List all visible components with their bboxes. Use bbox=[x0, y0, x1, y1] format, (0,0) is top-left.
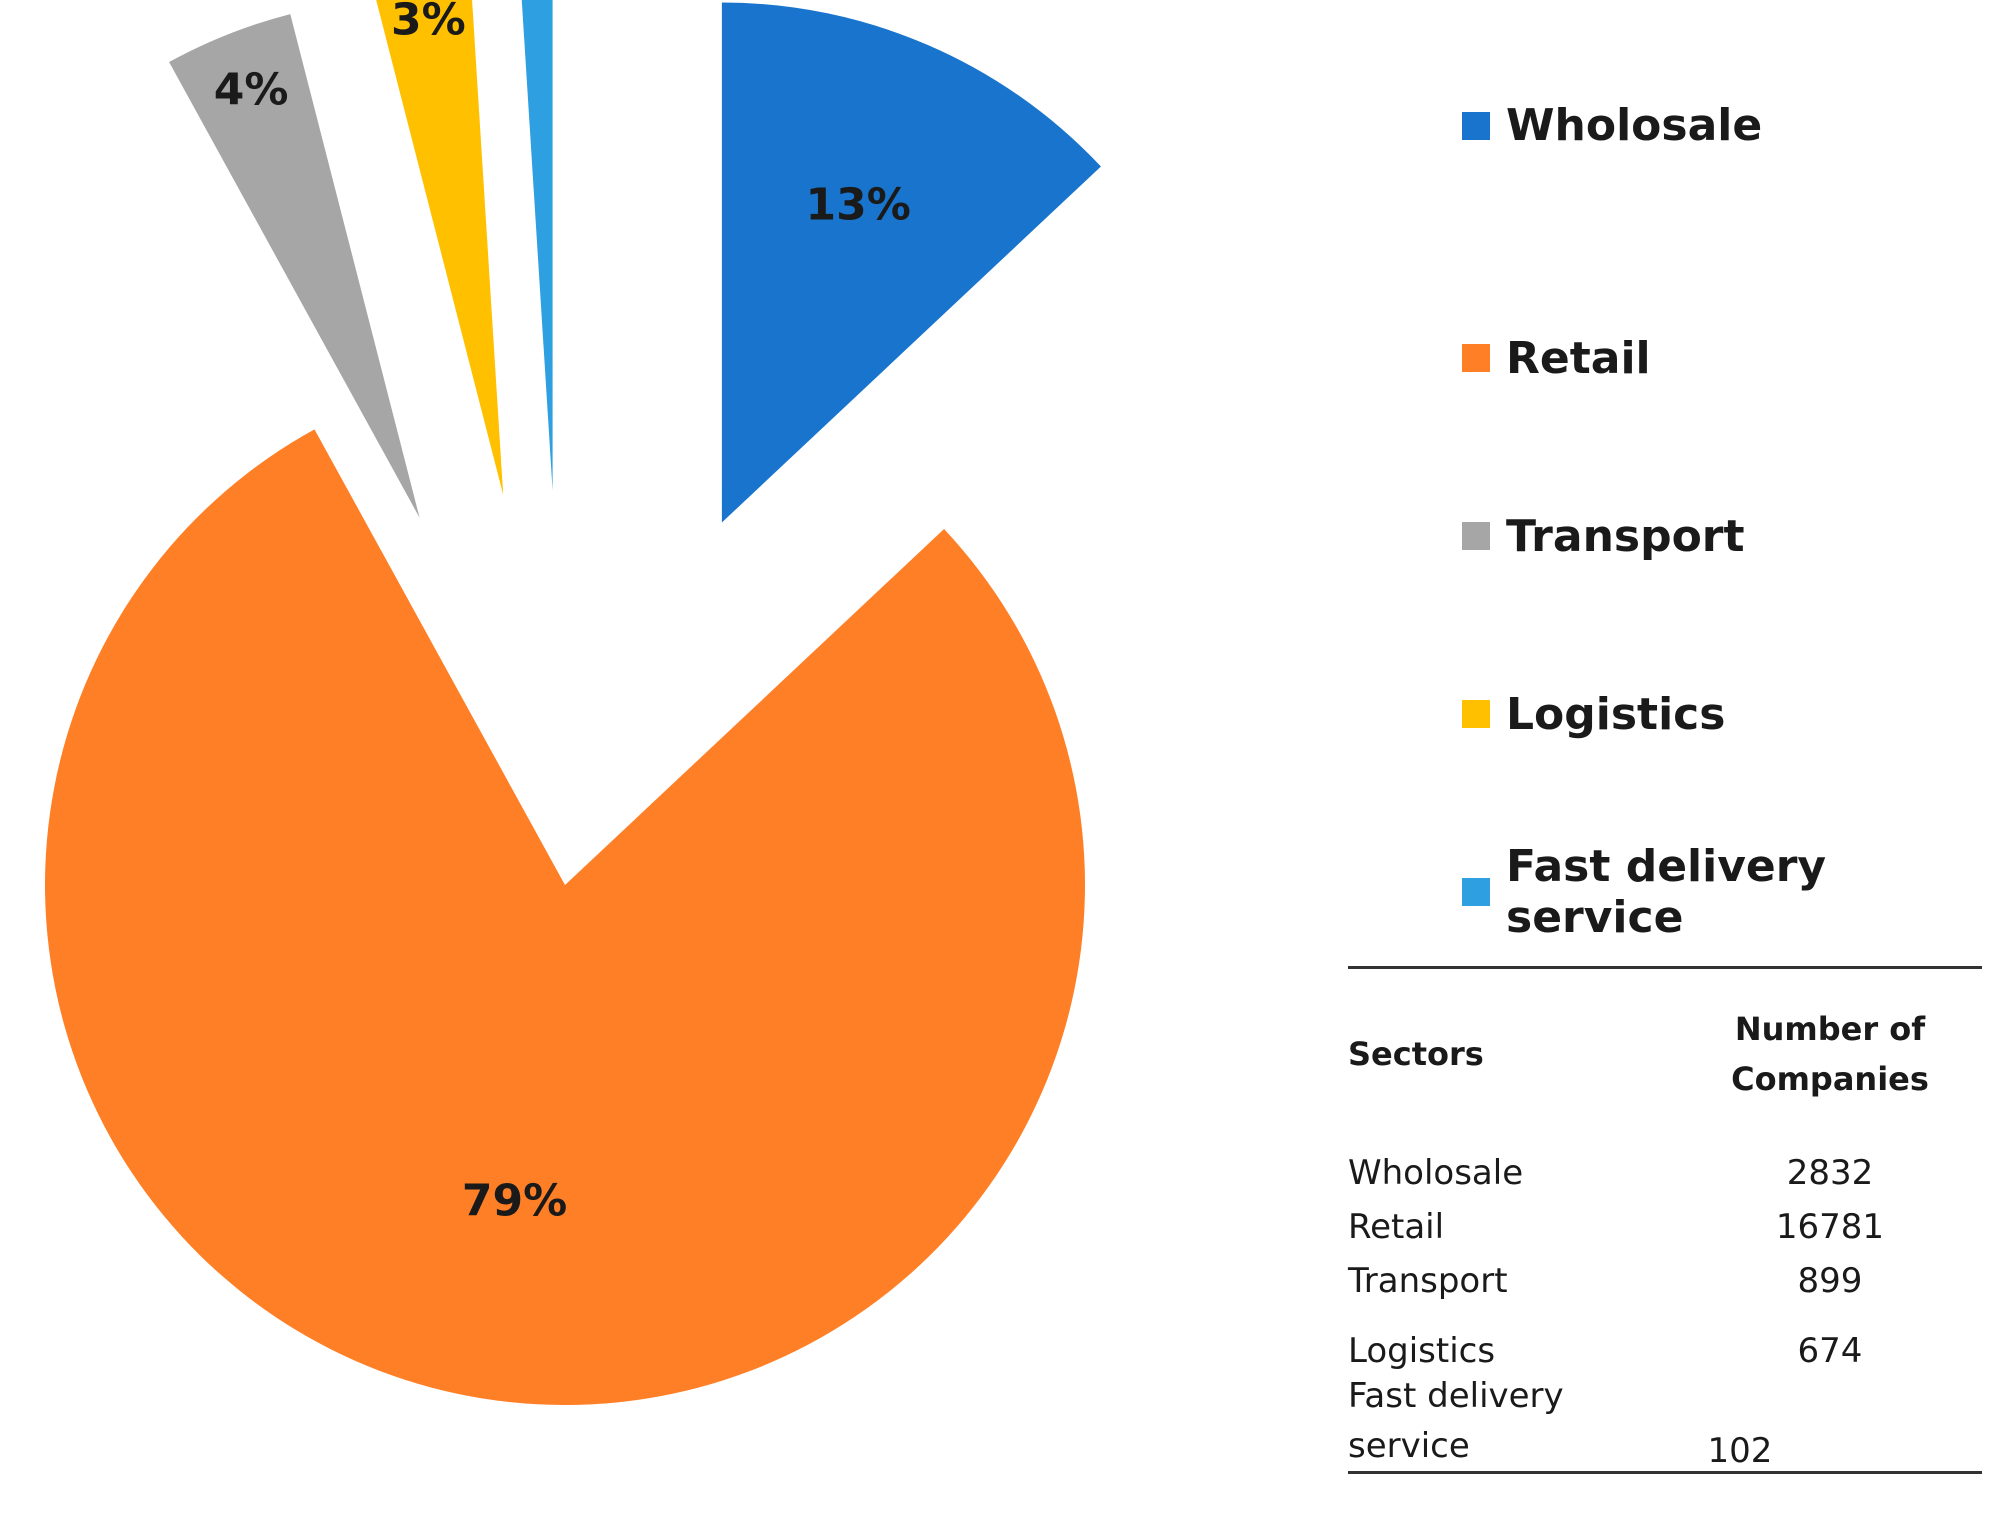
slice-label-transport: 4% bbox=[214, 64, 289, 115]
pie-slice-transport bbox=[169, 14, 420, 518]
table-row: Logistics 674 bbox=[1348, 1301, 1982, 1371]
pie-slice-wholosale bbox=[721, 2, 1101, 523]
legend-item-wholosale: Wholosale bbox=[1462, 100, 2002, 151]
row-sector: Logistics bbox=[1348, 1331, 1496, 1371]
slice-label-wholosale: 13% bbox=[806, 180, 911, 231]
table-row: Fast delivery service 102 bbox=[1348, 1371, 1982, 1471]
legend-item-logistics: Logistics bbox=[1462, 625, 2002, 803]
row-count: 899 bbox=[1797, 1261, 1863, 1301]
pie-slice-logistics bbox=[376, 0, 504, 495]
legend-swatch bbox=[1462, 522, 1490, 550]
companies-table: Sectors Number of Companies Wholosale 28… bbox=[1348, 966, 1982, 1474]
legend-swatch bbox=[1462, 878, 1490, 906]
legend-label: Fast delivery service bbox=[1506, 841, 1827, 943]
pie-slice-fast-delivery-service bbox=[521, 0, 553, 491]
row-count: 674 bbox=[1797, 1331, 1863, 1371]
pie-chart: 13%79%4%3%1% bbox=[44, 0, 1101, 1405]
row-sector: Retail bbox=[1348, 1207, 1445, 1247]
row-count: 16781 bbox=[1775, 1207, 1885, 1247]
table-row: Wholosale 2832 bbox=[1348, 1139, 1982, 1193]
slice-label-retail: 79% bbox=[462, 1175, 567, 1226]
legend-item-transport: Transport bbox=[1462, 447, 2002, 625]
table-header: Sectors Number of Companies bbox=[1348, 969, 1982, 1139]
legend-swatch bbox=[1462, 111, 1490, 140]
table-row: Transport 899 bbox=[1348, 1247, 1982, 1301]
slice-label-logistics: 3% bbox=[391, 0, 466, 45]
row-sector: Fast delivery service bbox=[1348, 1376, 1564, 1466]
row-count: 2832 bbox=[1786, 1153, 1874, 1193]
legend: Wholosale Retail Transport Logistics Fas… bbox=[1462, 88, 2002, 981]
pie-slice-retail bbox=[44, 429, 1085, 1405]
row-sector: Transport bbox=[1348, 1261, 1508, 1301]
legend-swatch bbox=[1462, 700, 1490, 728]
legend-label: Transport bbox=[1506, 510, 1745, 562]
table-row: Retail 16781 bbox=[1348, 1193, 1982, 1247]
header-number-of-companies: Number of Companies bbox=[1731, 1010, 1929, 1098]
row-sector: Wholosale bbox=[1348, 1153, 1524, 1193]
legend-label: Retail bbox=[1506, 332, 1651, 384]
legend-label: Logistics bbox=[1506, 688, 1726, 740]
legend-item-fast-delivery-service: Fast delivery service bbox=[1462, 803, 2002, 981]
legend-label: Wholosale bbox=[1506, 100, 1763, 151]
row-count: 102 bbox=[1707, 1431, 1773, 1471]
header-sectors: Sectors bbox=[1348, 1035, 1484, 1073]
legend-item-retail: Retail bbox=[1462, 269, 2002, 447]
legend-swatch bbox=[1462, 344, 1490, 372]
